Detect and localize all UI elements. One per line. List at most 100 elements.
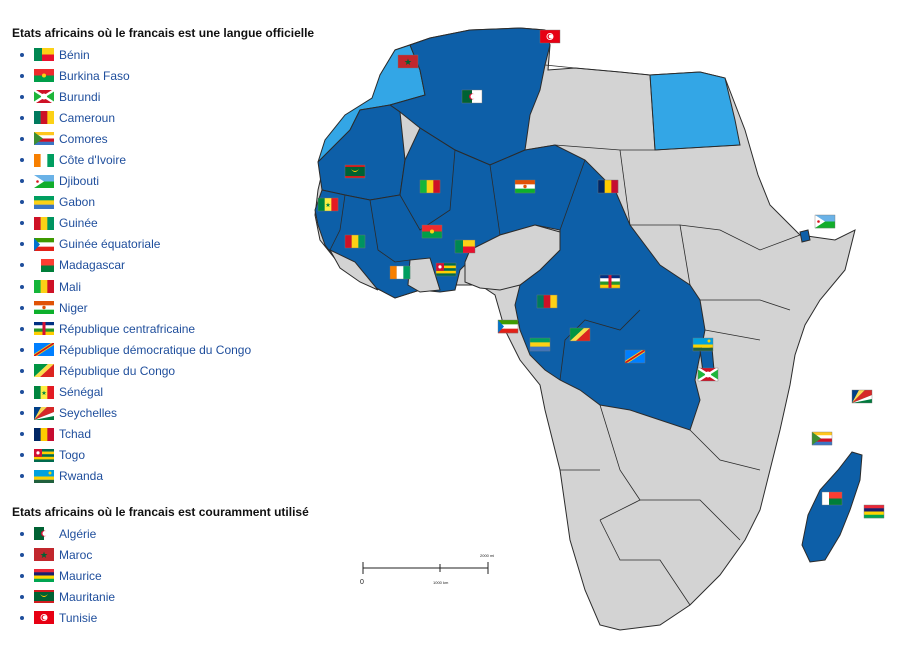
- country-link[interactable]: Maroc: [59, 547, 93, 562]
- bullet: [20, 94, 24, 99]
- bullet: [20, 200, 24, 205]
- scale-label-mi: 2000 mi: [480, 553, 494, 558]
- region-nigeria: [464, 224, 561, 291]
- map-flag-markers: [317, 29, 885, 519]
- burundi-flag: [34, 90, 54, 104]
- country-link[interactable]: République du Congo: [59, 363, 176, 378]
- common-list-item: Maurice: [12, 565, 342, 586]
- country-link[interactable]: Maurice: [59, 568, 102, 583]
- bullet: [20, 390, 24, 395]
- congo-flag: [34, 364, 54, 378]
- official-legend-title: Etats africains où le francais est une l…: [12, 26, 315, 40]
- country-link[interactable]: Comores: [59, 131, 108, 146]
- country-link[interactable]: Bénin: [59, 47, 90, 62]
- bullet: [20, 594, 24, 599]
- scale-label-zero: 0: [360, 579, 364, 586]
- bullet: [20, 179, 24, 184]
- country-link[interactable]: Mauritanie: [59, 589, 116, 604]
- country-link[interactable]: Cameroun: [59, 110, 116, 125]
- official-list-item: République démocratique du Congo: [12, 339, 342, 360]
- bullet: [20, 52, 24, 57]
- bullet: [20, 326, 24, 331]
- map-tunisie-flag: [539, 29, 561, 44]
- common-list-item: Mauritanie: [12, 586, 342, 607]
- common-countries-list: Algérie Maroc Maurice Mauritanie Tunisie: [12, 523, 342, 628]
- country-link[interactable]: Burkina Faso: [59, 68, 130, 83]
- bullet: [20, 573, 24, 578]
- rwanda-flag: [34, 469, 54, 483]
- mali-flag: [34, 280, 54, 294]
- map-algerie-flag: [461, 89, 483, 104]
- country-link[interactable]: Madagascar: [59, 258, 126, 273]
- country-link[interactable]: Rwanda: [59, 469, 104, 484]
- country-link[interactable]: Niger: [59, 300, 88, 315]
- common-list-item: Tunisie: [12, 607, 342, 628]
- official-list-item: Côte d'Ivoire: [12, 149, 342, 170]
- country-link[interactable]: Tunisie: [59, 610, 98, 625]
- country-link[interactable]: Tchad: [59, 427, 92, 442]
- map-burkina-faso-flag: [421, 224, 443, 239]
- bullet: [20, 347, 24, 352]
- common-list-item: Algérie: [12, 523, 342, 544]
- map-mauritanie-flag: [344, 164, 366, 179]
- official-list-item: Burkina Faso: [12, 65, 342, 86]
- country-link[interactable]: Côte d'Ivoire: [59, 153, 126, 168]
- map-burundi-flag: [697, 367, 719, 382]
- map-comores-flag: [811, 431, 833, 446]
- bullet: [20, 531, 24, 536]
- map-cameroun-flag: [536, 294, 558, 309]
- official-list-item: Burundi: [12, 86, 342, 107]
- scale-label-km: 1000 km: [433, 580, 449, 585]
- country-link[interactable]: Sénégal: [59, 385, 104, 400]
- map-benin-flag: [454, 239, 476, 254]
- bullet: [20, 432, 24, 437]
- benin-flag: [34, 48, 54, 62]
- map-cote-divoire-flag: [389, 265, 411, 280]
- scale-bar: 0 1000 km 2000 mi: [360, 553, 494, 586]
- burkina-faso-flag: [34, 69, 54, 83]
- official-list-item: Comores: [12, 128, 342, 149]
- country-link[interactable]: Algérie: [59, 526, 97, 541]
- region-madagascar: [801, 451, 863, 563]
- internal-borders: [329, 64, 801, 606]
- bullet: [20, 136, 24, 141]
- bullet: [20, 453, 24, 458]
- bullet: [20, 115, 24, 120]
- official-list-item: République du Congo: [12, 360, 342, 381]
- map-tchad-flag: [597, 179, 619, 194]
- country-link[interactable]: Guinée équatoriale: [59, 237, 161, 252]
- country-link[interactable]: Mali: [59, 279, 82, 294]
- bullet: [20, 411, 24, 416]
- official-list-item: Sénégal: [12, 382, 342, 403]
- country-link[interactable]: Togo: [59, 448, 86, 463]
- guinee-flag: [34, 216, 54, 230]
- official-list-item: Togo: [12, 445, 342, 466]
- map-gabon-flag: [529, 337, 551, 352]
- official-list-item: Guinée équatoriale: [12, 234, 342, 255]
- map-rwanda-flag: [692, 337, 714, 352]
- map-mali-flag: [419, 179, 441, 194]
- bullet: [20, 263, 24, 268]
- senegal-flag: [34, 385, 54, 399]
- official-list-item: Gabon: [12, 192, 342, 213]
- rdc-flag: [34, 343, 54, 357]
- country-link[interactable]: République centrafricaine: [59, 321, 196, 336]
- country-link[interactable]: Burundi: [59, 89, 101, 104]
- cote-divoire-flag: [34, 153, 54, 167]
- official-list-item: Seychelles: [12, 403, 342, 424]
- region-ghana: [407, 257, 441, 293]
- country-link[interactable]: Guinée: [59, 216, 98, 231]
- guinee-equatoriale-flag: [34, 237, 54, 251]
- bullet: [20, 552, 24, 557]
- official-list-item: Niger: [12, 297, 342, 318]
- country-link[interactable]: République démocratique du Congo: [59, 342, 252, 357]
- country-link[interactable]: Seychelles: [59, 406, 118, 421]
- bullet: [20, 305, 24, 310]
- country-link[interactable]: Djibouti: [59, 174, 100, 189]
- map-djibouti-flag: [814, 214, 836, 229]
- official-list-item: République centrafricaine: [12, 318, 342, 339]
- country-link[interactable]: Gabon: [59, 195, 96, 210]
- common-list-item: Maroc: [12, 544, 342, 565]
- map-maroc-flag: [397, 54, 419, 69]
- official-list-item: Djibouti: [12, 171, 342, 192]
